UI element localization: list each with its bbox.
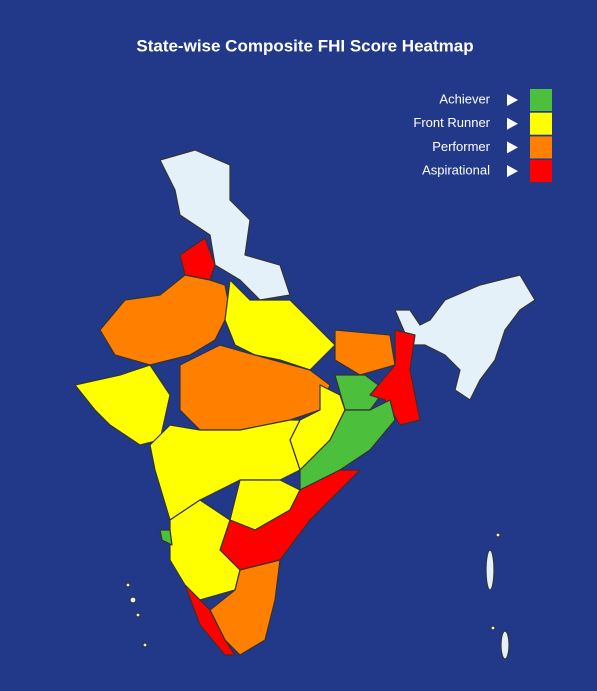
legend-arrow	[507, 141, 518, 154]
island	[142, 642, 148, 648]
island	[490, 625, 496, 631]
region-west-bengal	[369, 329, 421, 426]
legend-arrow	[507, 165, 518, 178]
islands	[125, 532, 510, 660]
region-goa	[159, 529, 173, 546]
legend-arrow	[507, 117, 518, 130]
island	[135, 612, 141, 618]
legend-swatch	[530, 136, 552, 159]
island	[125, 582, 131, 588]
region-bihar	[334, 329, 396, 376]
legend-label: Aspirational	[422, 163, 490, 178]
legend-swatch	[530, 160, 552, 183]
region-north	[159, 149, 291, 301]
legend: Achiever Front Runner Performer Aspirationa…	[413, 89, 552, 183]
island	[500, 630, 510, 660]
legend-swatch	[530, 112, 552, 135]
legend-arrow	[507, 94, 518, 106]
legend-swatch	[530, 89, 552, 111]
title: State-wise Composite FHI Score Heatmap	[136, 36, 473, 55]
region-odisha	[299, 399, 396, 491]
region-kerala	[184, 584, 236, 656]
region-punjab	[179, 237, 216, 281]
region-tamil-nadu	[209, 559, 281, 656]
region-northeast	[394, 274, 536, 401]
legend-label: Front Runner	[413, 115, 490, 130]
legend-label: Performer	[432, 139, 490, 154]
island	[129, 596, 137, 604]
india-map	[74, 149, 536, 660]
island	[495, 532, 501, 538]
legend-label: Achiever	[439, 91, 490, 106]
island	[485, 549, 495, 591]
